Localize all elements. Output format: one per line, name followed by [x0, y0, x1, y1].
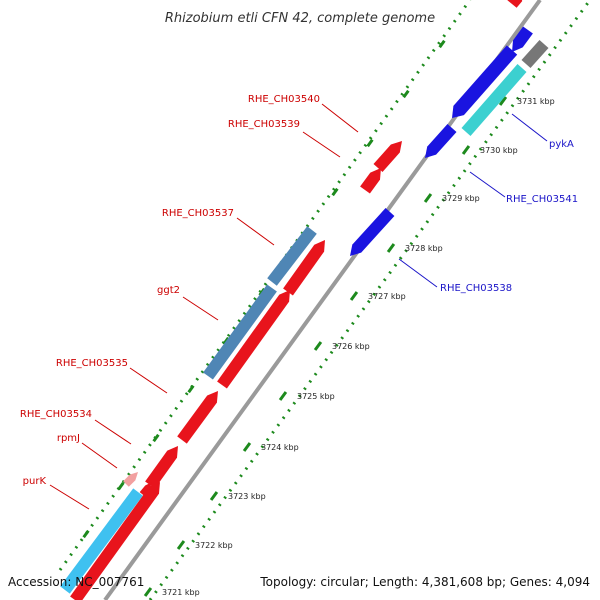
gene-arrow-forward [139, 482, 152, 496]
genome-summary-text: Topology: circular; Length: 4,381,608 bp… [259, 575, 590, 589]
gene-arrow-forward [373, 141, 402, 172]
label-leader-line [236, 217, 275, 246]
tick-mark [209, 491, 219, 501]
tick-label: 3728 kbp [405, 244, 443, 253]
tick-mark [331, 187, 339, 197]
gene-arrow-gray [521, 40, 549, 68]
gene-arrow-rna [60, 488, 143, 594]
gene-label: RHE_CH03540 [248, 94, 320, 105]
tick-mark [386, 243, 396, 253]
tick-mark [366, 138, 374, 148]
gene-labels: RHE_CH03540 RHE_CH03539 RHE_CH03537 ggt2 RHE… [20, 94, 578, 510]
tick-label: 3721 kbp [162, 588, 200, 597]
gene-arrow-teal [461, 64, 527, 136]
gene-label: RHE_CH03541 [506, 194, 578, 205]
map-title: Rhizobium etli CFN 42, complete genome [165, 11, 435, 26]
label-leader-line [398, 258, 438, 288]
label-leader-line [469, 171, 506, 198]
gene-arrow-forward [217, 290, 290, 389]
label-leader-line [81, 442, 118, 469]
gene-label: pykA [549, 139, 574, 150]
gene-label: RHE_CH03539 [228, 119, 300, 130]
gene-features [60, 0, 549, 600]
tick-mark [423, 193, 433, 203]
accession-text: Accession: NC_007761 [8, 575, 144, 589]
gene-arrow-rpmJ [123, 472, 138, 487]
tick-label: 3724 kbp [261, 443, 299, 452]
label-leader-line [321, 103, 359, 133]
tick-label: 3730 kbp [480, 146, 518, 155]
tick-mark [278, 391, 288, 401]
tick-mark [498, 96, 508, 106]
tick-mark [82, 529, 90, 539]
label-leader-line [129, 367, 168, 394]
tick-mark [242, 442, 252, 452]
label-leader-line [94, 419, 132, 445]
tick-label: 3722 kbp [195, 541, 233, 550]
tick-label: 3727 kbp [368, 292, 406, 301]
tick-label: 3731 kbp [517, 97, 555, 106]
label-leader-line [182, 296, 219, 321]
gene-arrow-forward [177, 391, 218, 444]
gene-label: rpmJ [57, 433, 80, 444]
tick-mark [222, 336, 230, 346]
tick-mark [152, 433, 160, 443]
gene-arrow-reverse [350, 208, 395, 256]
gene-arrow-forward [145, 446, 178, 489]
label-leader-line [302, 131, 341, 158]
gene-arrow-forward [507, 0, 523, 8]
tick-mark [313, 341, 323, 351]
tick-mark [402, 89, 410, 99]
gene-arrow-steel [203, 284, 277, 380]
label-leader-line [511, 113, 548, 142]
tick-marks: 3721 kbp 3722 kbp 3723 kbp 3724 kbp 3725 kbp… [82, 39, 555, 597]
left-dotted-track [58, 0, 472, 571]
tick-label: 3725 kbp [297, 392, 335, 401]
tick-label: 3723 kbp [228, 492, 266, 501]
tick-mark [349, 291, 359, 301]
gene-label: RHE_CH03535 [56, 358, 128, 369]
tick-mark [143, 587, 153, 597]
tick-mark [438, 39, 446, 49]
gene-arrow-reverse [425, 124, 457, 158]
gene-label: RHE_CH03538 [440, 283, 512, 294]
tick-mark [187, 384, 195, 394]
gene-arrow-forward [360, 168, 381, 194]
gene-arrow-reverse [452, 45, 518, 118]
gene-label: purK [23, 476, 47, 487]
tick-mark [176, 540, 186, 550]
gene-arrow-reverse [512, 26, 533, 52]
gene-label: RHE_CH03537 [162, 208, 234, 219]
gene-arrow-steel [267, 226, 317, 286]
tick-label: 3729 kbp [442, 194, 480, 203]
gene-label: ggt2 [157, 285, 180, 296]
label-leader-line [49, 484, 90, 510]
gene-arrow-forward [70, 482, 160, 600]
tick-label: 3726 kbp [332, 342, 370, 351]
tick-mark [117, 481, 125, 491]
tick-mark [461, 145, 471, 155]
gene-arrow-forward [283, 240, 325, 296]
gene-label: RHE_CH03534 [20, 409, 92, 420]
